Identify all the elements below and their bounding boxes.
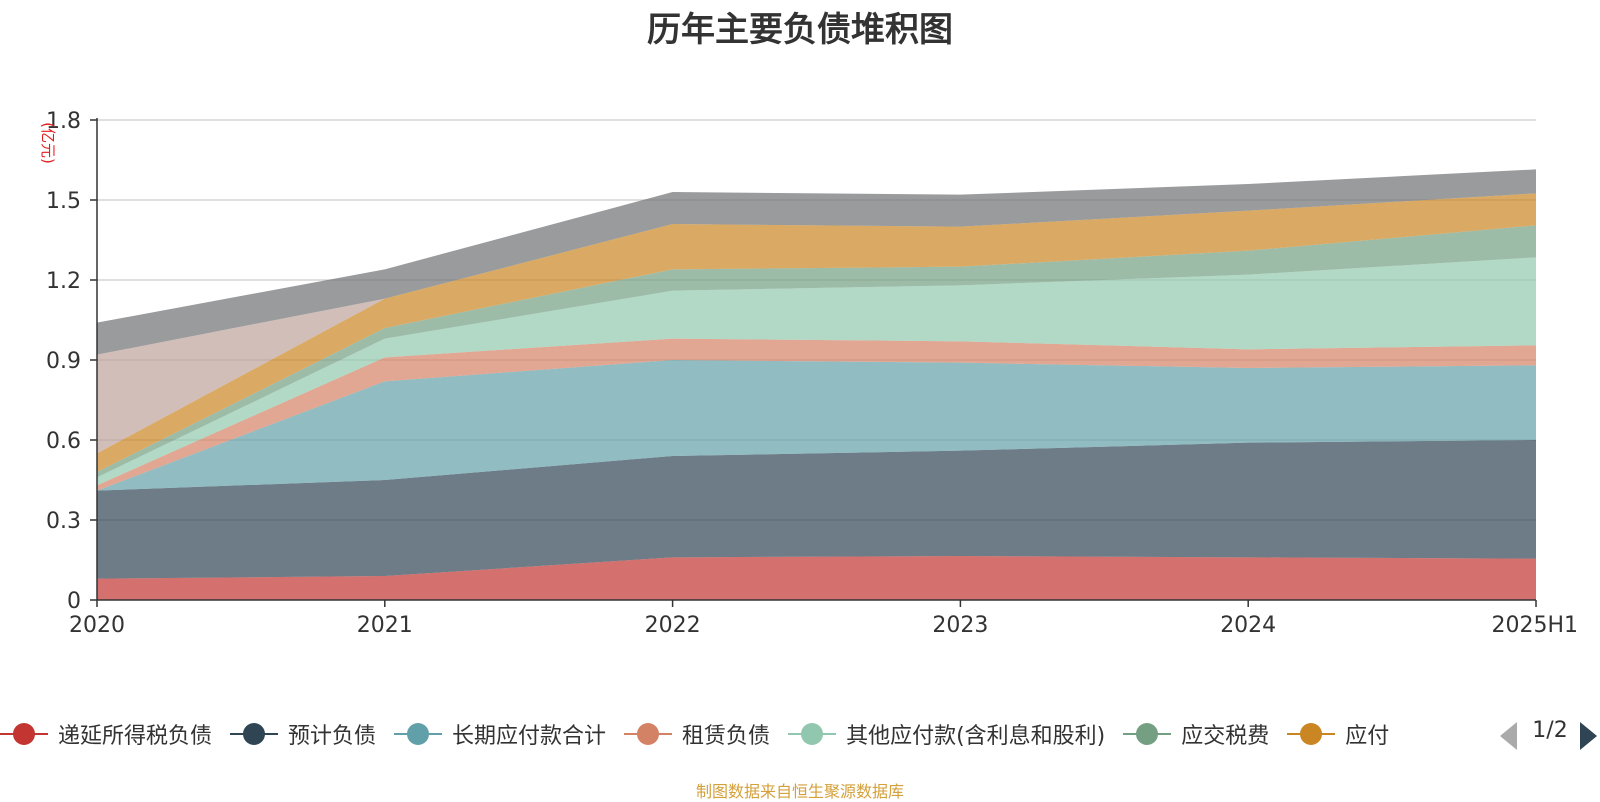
legend-label: 预计负债 — [288, 724, 377, 749]
area-series — [97, 169, 1536, 600]
legend-prev-page-arrow-icon[interactable] — [1500, 722, 1517, 750]
x-tick-label: 2024 — [1220, 613, 1276, 638]
y-tick-label: 0.6 — [46, 429, 81, 454]
legend-item[interactable]: 递延所得税负债 — [0, 712, 212, 756]
legend-marker-icon — [1123, 722, 1172, 746]
legend-item[interactable]: 应交税费 — [1123, 712, 1269, 756]
chart-legend: 递延所得税负债 预计负债 长期应付款合计 租赁负债 其他应付款(含利息和股利) 应交税费 应… — [0, 712, 1480, 756]
chart-title: 历年主要负债堆积图 — [647, 10, 953, 50]
x-tick-label: 2021 — [357, 613, 413, 638]
legend-label: 租赁负债 — [682, 724, 771, 749]
x-tick-label: 2025H1 — [1491, 613, 1578, 638]
legend-item[interactable]: 其他应付款(含利息和股利) — [788, 712, 1105, 756]
y-axis-unit-label: (亿元) — [39, 122, 57, 164]
area-series-4 — [97, 338, 1536, 491]
legend-marker-icon — [230, 722, 279, 746]
legend-next-page-arrow-icon[interactable] — [1580, 722, 1597, 750]
area-series-9 — [97, 169, 1536, 355]
legend-item[interactable]: 租赁负债 — [624, 712, 770, 756]
x-tick-label: 2023 — [932, 613, 988, 638]
axes: 0 0.3 0.6 0.9 1.2 1.5 1.8 2020 2021 2022 2023 2024 2… — [46, 109, 1578, 638]
legend-label: 长期应付款合计 — [452, 724, 607, 749]
y-tick-label: 0 — [67, 589, 81, 614]
legend-marker-icon — [1287, 722, 1336, 746]
legend-item[interactable]: 长期应付款合计 — [394, 712, 606, 756]
source-note: 制图数据来自恒生聚源数据库 — [695, 782, 904, 801]
legend-label: 其他应付款(含利息和股利) — [846, 724, 1106, 749]
legend-marker-icon — [394, 722, 443, 746]
area-series-3 — [97, 360, 1536, 491]
legend-label: 应交税费 — [1181, 724, 1270, 749]
legend-marker-icon — [0, 722, 48, 746]
area-series-7 — [97, 193, 1536, 473]
legend-item[interactable]: 预计负债 — [230, 712, 376, 756]
area-series-1 — [97, 556, 1536, 600]
x-tick-label: 2022 — [645, 613, 701, 638]
y-tick-label: 1.2 — [46, 269, 81, 294]
legend-page-indicator: 1/2 — [1532, 718, 1568, 743]
area-series-5 — [97, 257, 1536, 486]
x-tick-label: 2020 — [69, 613, 125, 638]
legend-item[interactable]: 应付 — [1287, 712, 1389, 756]
legend-label: 递延所得税负债 — [58, 724, 213, 749]
stacked-area-chart: 0 0.3 0.6 0.9 1.2 1.5 1.8 2020 2021 2022 2023 2024 2… — [39, 109, 1578, 638]
y-tick-label: 0.3 — [46, 509, 81, 534]
y-tick-label: 0.9 — [46, 349, 81, 374]
legend-label: 应付 — [1345, 724, 1390, 749]
area-series-2 — [97, 440, 1536, 579]
y-tick-label: 1.5 — [46, 189, 81, 214]
legend-pager: 1/2 — [1500, 716, 1600, 752]
area-series-6 — [97, 225, 1536, 478]
legend-marker-icon — [624, 722, 673, 746]
y-tick-label: 1.8 — [46, 109, 81, 134]
legend-marker-icon — [788, 722, 837, 746]
